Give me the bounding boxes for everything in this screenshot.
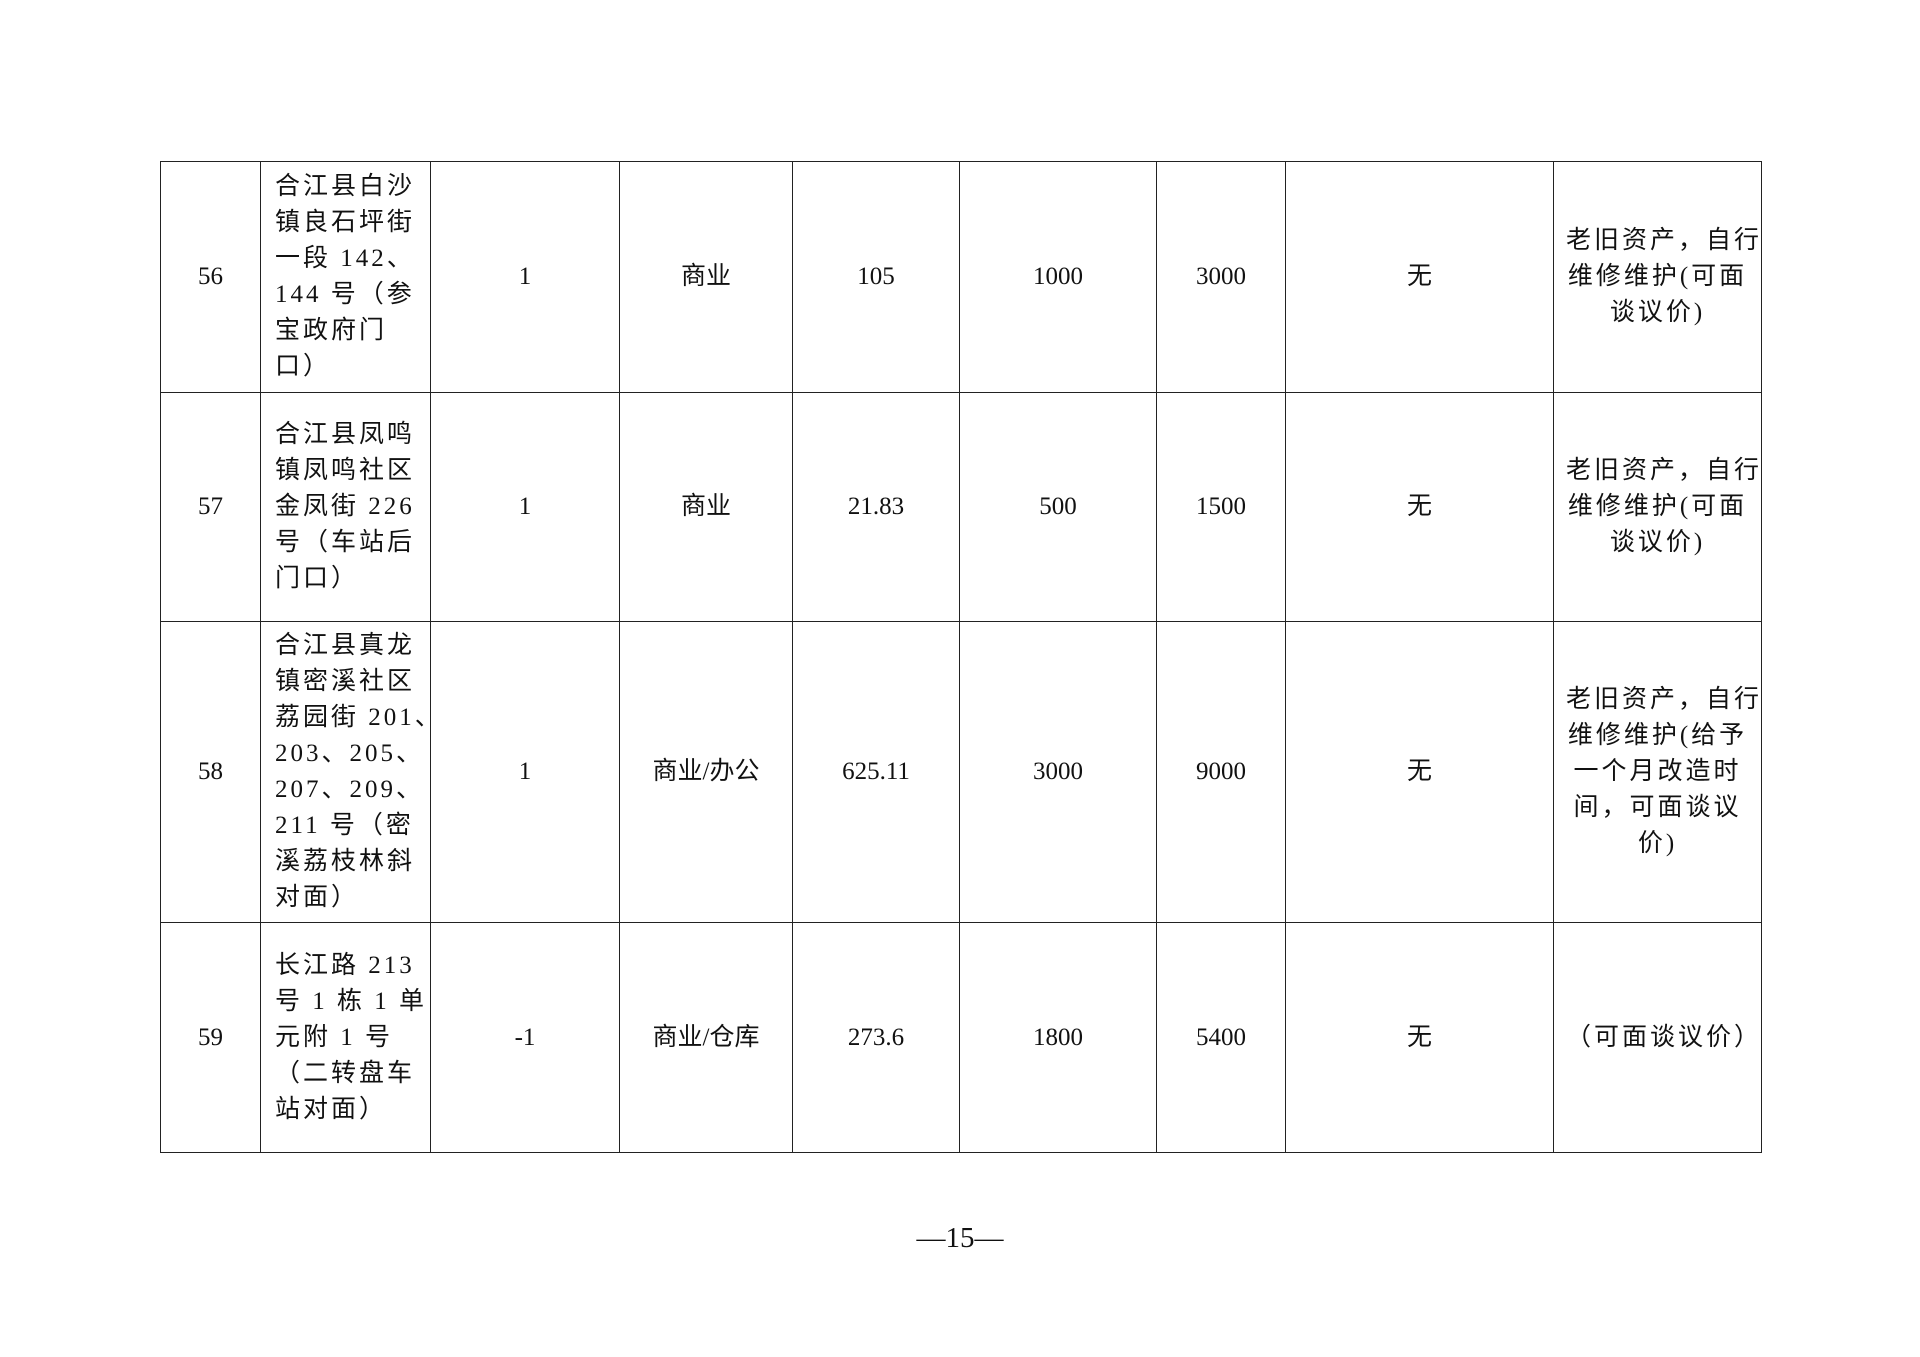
monthly-rent-cell: 500 <box>959 392 1157 622</box>
other-cell: 无 <box>1285 922 1554 1153</box>
row-number: 58 <box>160 621 261 923</box>
address-cell: 合江县凤鸣镇凤鸣社区金凤街 226 号（车站后门口） <box>260 392 431 622</box>
address-cell-line: 号 1 栋 1 单 <box>275 987 428 1015</box>
address-cell-line: （二转盘车 <box>275 1059 416 1087</box>
table-row: 56 合江县白沙镇良石坪街一段 142、 144 号（参 宝政府门口） 1 商业 105 10… <box>160 161 1763 393</box>
deposit-cell: 3000 <box>1156 161 1286 393</box>
monthly-rent-cell: 3000 <box>959 621 1157 923</box>
table-row: 59 长江路 213 号 1 栋 1 单元附 1 号 （二转盘车站对面） -1 商业/仓库… <box>160 922 1763 1153</box>
address-cell: 长江路 213 号 1 栋 1 单元附 1 号 （二转盘车站对面） <box>260 922 431 1153</box>
address-cell-line: 合江县真龙 <box>275 632 416 659</box>
address-cell-line: 203、205、 <box>275 740 425 767</box>
floor-cell: -1 <box>430 922 620 1153</box>
address-cell-line: 一段 142、 <box>275 245 415 272</box>
note-cell-line: 价) <box>1637 830 1678 857</box>
note-cell-line: 老旧资产，自行 <box>1566 686 1763 713</box>
address-cell-line: 站对面） <box>275 1095 388 1123</box>
floor-cell: 1 <box>430 621 620 923</box>
other-cell: 无 <box>1285 161 1554 393</box>
address-cell-line: 镇凤鸣社区 <box>275 457 416 484</box>
monthly-rent-cell: 1000 <box>959 161 1157 393</box>
address-cell-line: 镇良石坪街 <box>275 209 416 236</box>
floor-cell: 1 <box>430 392 620 622</box>
area-cell: 105 <box>792 161 960 393</box>
note-cell-line: 维修维护(可面 <box>1567 263 1748 290</box>
table-row: 58 合江县真龙镇密溪社区荔园街 201、 203、205、 207、209、 211 … <box>160 621 1763 923</box>
area-cell: 625.11 <box>792 621 960 923</box>
address-cell: 合江县真龙镇密溪社区荔园街 201、 203、205、 207、209、 211 号（… <box>260 621 443 923</box>
deposit-cell: 1500 <box>1156 392 1286 622</box>
note-cell-line: 一个月改造时 <box>1573 758 1742 785</box>
note-cell-line: 谈议价) <box>1609 529 1706 556</box>
note-cell: 老旧资产，自行 维修维护(给予 一个月改造时 间，可面谈议 价) <box>1553 621 1763 923</box>
address-cell-line: 对面） <box>275 884 360 911</box>
address-cell-line: 荔园街 201、 <box>275 704 443 731</box>
property-table: 56 合江县白沙 镇良石坪街 一段 142、 144 号（参 宝政府门 口） 1 商业 105 10… <box>160 161 1762 1153</box>
address-cell-line: 207、209、 <box>275 776 425 803</box>
address-cell-line: 元附 1 号 <box>275 1023 394 1051</box>
address-cell-line: 211 号（密 <box>275 812 414 839</box>
address-cell-line: 口） <box>275 353 332 380</box>
address-cell-line: 144 号（参 <box>275 281 415 308</box>
note-cell-line: 维修维护(给予 <box>1567 722 1748 749</box>
note-cell-line: 老旧资产，自行 <box>1566 227 1763 254</box>
note-cell-line: （可面谈议价） <box>1566 1023 1763 1051</box>
address-cell-line: 镇密溪社区 <box>275 668 416 695</box>
row-number: 56 <box>160 161 261 393</box>
note-cell-line: 维修维护(可面 <box>1567 493 1748 520</box>
address-cell-line: 合江县凤鸣 <box>275 421 416 448</box>
note-cell: 老旧资产，自行 维修维护(可面 谈议价) <box>1553 392 1763 622</box>
address-cell-line: 金凤街 226 <box>275 493 415 520</box>
use-cell: 商业 <box>619 392 793 622</box>
deposit-cell: 5400 <box>1156 922 1286 1153</box>
other-cell: 无 <box>1285 392 1554 622</box>
use-cell: 商业/仓库 <box>619 922 793 1153</box>
floor-cell: 1 <box>430 161 620 393</box>
address-cell-line: 溪荔枝林斜 <box>275 848 416 875</box>
page-number: —15— <box>916 1222 1004 1254</box>
note-cell-line: 谈议价) <box>1609 299 1706 326</box>
note-cell-line: 老旧资产，自行 <box>1566 457 1763 484</box>
note-cell: （可面谈议价） <box>1553 922 1763 1153</box>
address-cell-line: 号（车站后 <box>275 529 416 556</box>
row-number: 57 <box>160 392 261 622</box>
address-cell-line: 宝政府门 <box>275 317 388 344</box>
note-cell: 老旧资产，自行 维修维护(可面 谈议价) <box>1553 161 1763 393</box>
area-cell: 21.83 <box>792 392 960 622</box>
area-cell: 273.6 <box>792 922 960 1153</box>
use-cell: 商业/办公 <box>619 621 793 923</box>
use-cell: 商业 <box>619 161 793 393</box>
note-cell-line: 间，可面谈议 <box>1573 794 1742 821</box>
other-cell: 无 <box>1285 621 1554 923</box>
deposit-cell: 9000 <box>1156 621 1286 923</box>
table-row: 57 合江县凤鸣镇凤鸣社区金凤街 226 号（车站后门口） 1 商业 21.83 500 15… <box>160 392 1763 622</box>
address-cell-line: 门口） <box>275 565 360 592</box>
address-cell: 合江县白沙镇良石坪街一段 142、 144 号（参 宝政府门口） <box>260 161 431 393</box>
address-cell-line: 长江路 213 <box>275 951 415 979</box>
row-number: 59 <box>160 922 261 1153</box>
address-cell-line: 合江县白沙 <box>275 173 416 200</box>
monthly-rent-cell: 1800 <box>959 922 1157 1153</box>
